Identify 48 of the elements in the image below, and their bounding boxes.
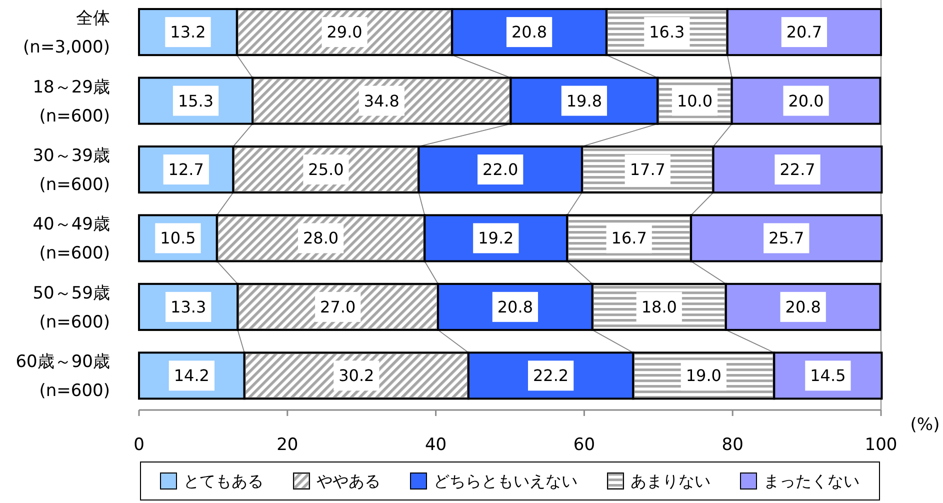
data-label: 13.2 — [170, 22, 206, 42]
data-label: 18.0 — [641, 297, 677, 316]
y-tick-label: 60歳～90歳 (n=600) — [16, 352, 110, 402]
data-label: 17.7 — [630, 160, 666, 179]
y-tick-label: 50～59歳 (n=600) — [32, 283, 110, 332]
data-label: 10.5 — [160, 228, 196, 248]
legend-label: ややある — [316, 472, 380, 490]
y-tick-label: 全体 (n=3,000) — [23, 8, 110, 58]
legend-label: とてもある — [184, 472, 264, 490]
x-axis-title: (%) — [910, 415, 940, 435]
data-label: 22.2 — [532, 366, 569, 386]
data-label: 25.0 — [308, 160, 344, 179]
data-label: 20.8 — [511, 22, 548, 42]
data-label: 22.7 — [780, 160, 816, 179]
data-label: 34.8 — [364, 91, 400, 110]
data-label: 22.0 — [482, 160, 518, 179]
x-tick-label: 20 — [276, 435, 298, 455]
data-label: 20.8 — [497, 297, 534, 316]
data-label: 19.0 — [686, 366, 722, 386]
data-label: 29.0 — [326, 22, 362, 42]
x-tick-label: 40 — [424, 435, 447, 455]
data-label: 15.3 — [178, 91, 214, 110]
y-tick-label: 18～29歳 (n=600) — [32, 77, 110, 126]
y-tick-label: 30～39歳 (n=600) — [32, 146, 110, 195]
data-label: 16.3 — [649, 22, 685, 42]
data-label: 19.2 — [478, 228, 514, 248]
x-tick-label: 80 — [722, 435, 744, 455]
x-tick-label: 0 — [134, 435, 144, 455]
data-label: 10.0 — [676, 91, 713, 110]
data-label: 13.3 — [170, 297, 206, 316]
data-label: 28.0 — [302, 228, 339, 248]
data-label: 20.7 — [786, 22, 822, 42]
y-tick-label: 40～49歳 (n=600) — [32, 214, 110, 264]
data-label: 20.0 — [788, 91, 824, 110]
data-label: 14.2 — [174, 366, 210, 386]
data-label: 19.8 — [566, 91, 602, 110]
data-label: 25.7 — [768, 228, 804, 248]
data-label: 16.7 — [611, 228, 647, 248]
data-label: 14.5 — [810, 366, 846, 386]
legend-label: どちらともいえない — [434, 472, 578, 490]
data-label: 12.7 — [168, 160, 204, 179]
data-label: 30.2 — [338, 366, 374, 386]
legend-label: まったくない — [764, 472, 860, 490]
legend-label: あまりない — [630, 472, 710, 490]
x-tick-label: 100 — [864, 435, 898, 455]
x-tick-label: 60 — [573, 435, 596, 455]
data-label: 20.8 — [785, 297, 821, 316]
data-label: 27.0 — [320, 297, 356, 316]
